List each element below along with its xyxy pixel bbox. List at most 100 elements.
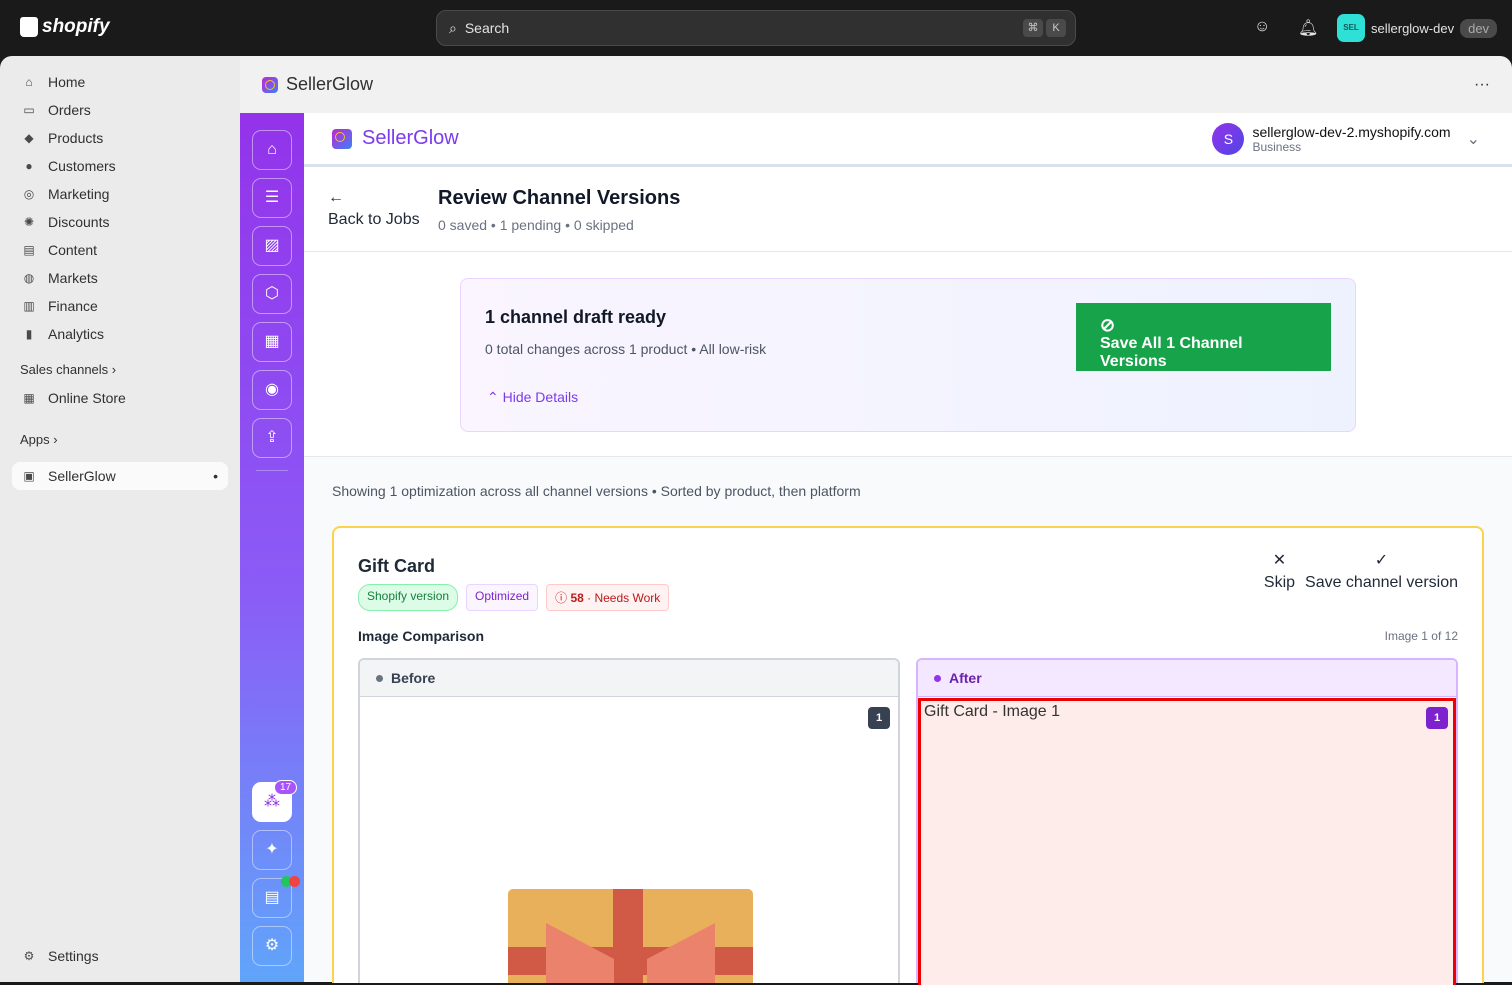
sidebar-item-products[interactable]: ◆ Products [0,124,240,152]
optimized-badge: Optimized [466,584,539,611]
status-dot-red [289,876,300,887]
chevron-down-icon: ⌄ [1466,131,1480,148]
store-icon: ▦ [23,391,35,405]
rail-upload-icon[interactable]: ⇪ [252,418,292,458]
rail-home-icon[interactable]: ⌂ [252,130,292,170]
arrow-left-icon: ← [328,189,344,206]
after-label: After [949,670,982,686]
label: Online Store [48,390,126,406]
search-placeholder: Search [464,20,510,36]
sidebar-item-content[interactable]: ▤ Content [0,236,240,264]
account-switcher[interactable]: S sellerglow-dev-2.myshopify.com Business… [1212,123,1480,155]
page-subtitle: 0 saved • 1 pending • 0 skipped [438,217,634,233]
sales-channels-link[interactable]: Sales channels › [20,362,117,377]
before-dot [376,674,383,682]
sidebar-item-marketing[interactable]: ◎ Marketing [0,180,240,208]
sidebar-item-analytics[interactable]: ▮ Analytics [0,320,240,348]
content-icon: ▤ [23,243,35,257]
after-image-alt: Gift Card - Image 1 [924,703,1061,720]
gear-icon: ⚙ [23,949,35,963]
shopify-version-badge: Shopify version [358,584,459,611]
app-title: SellerGlow [286,74,374,94]
shortcut-cmd: ⌘ [1023,19,1043,37]
globe-icon: ◍ [23,271,35,285]
app-main: SellerGlow ··· ⌂ ☰ ▨ ⬡ ▦ ◉ ⇪ ⁂ 17 ✦ ▤ ⚙ S… [240,56,1512,985]
store-switcher[interactable]: SEL sellerglow-dev dev [1337,14,1498,42]
hide-details-button[interactable]: ⌃ Hide Details [487,389,578,406]
label: Settings [48,948,99,964]
app-icon: ▣ [23,469,35,483]
shopify-bag-icon [20,17,38,37]
sales-channels-label: Sales channels [20,362,109,377]
sidebar-item-orders[interactable]: ▭ Orders [0,96,240,124]
after-image-broken: Gift Card - Image 1 [918,698,1456,985]
back-to-jobs-button[interactable]: ← Back to Jobs [328,187,420,231]
results-area: Showing 1 optimization across all channe… [304,456,1512,985]
sellerglow-logo-icon [332,128,352,149]
rail-badge: 17 [274,780,298,795]
sidebar-item-customers[interactable]: ● Customers [0,152,240,180]
save-all-button[interactable]: ⊘ Save All 1 Channel Versions [1076,303,1331,371]
rail-briefcase-icon[interactable]: ▤ [252,878,292,918]
label: Analytics [48,326,105,342]
app-rail: ⌂ ☰ ▨ ⬡ ▦ ◉ ⇪ ⁂ 17 ✦ ▤ ⚙ [240,113,304,982]
page-title: Review Channel Versions [438,187,681,209]
after-dot [934,674,941,682]
save-label: Save channel version [1305,574,1458,591]
sellerglow-logo-icon [262,76,278,93]
gift-card-image [508,889,753,983]
sidebar-item-markets[interactable]: ◍ Markets [0,264,240,292]
inbox-icon: ▭ [23,103,35,117]
app-header: SellerGlow S sellerglow-dev-2.myshopify.… [304,113,1512,167]
score-label: · Needs Work [587,591,661,605]
apps-link[interactable]: Apps › [20,432,58,447]
sidekick-icon[interactable]: ☺ [1254,18,1271,35]
score-value: 58 [570,591,584,605]
before-image-number: 1 [868,707,890,729]
label: Markets [48,270,98,286]
pin-dot: • [213,468,218,484]
app-content: SellerGlow S sellerglow-dev-2.myshopify.… [304,113,1512,985]
rail-camera-icon[interactable]: ◉ [252,370,292,410]
chevron-up-icon: ⌃ [487,389,499,405]
save-channel-version-button[interactable]: ✓ Save channel version [1305,550,1458,594]
product-card: Gift Card Shopify version Optimized ⓘ 58… [332,526,1484,985]
sidebar-item-online-store[interactable]: ▦ Online Store [0,384,240,412]
skip-label: Skip [1263,574,1296,591]
sidebar-item-home[interactable]: ⌂ Home [0,68,240,96]
rail-checklist-icon[interactable]: ☰ [252,178,292,218]
more-actions-button[interactable]: ··· [1474,75,1490,93]
shortcut-k: K [1046,19,1066,37]
hide-label: Hide Details [502,389,579,405]
sidebar-item-settings[interactable]: ⚙ Settings [0,942,99,970]
account-plan: Business [1252,140,1302,154]
status-dot-green [281,876,292,887]
save-all-label: Save All 1 Channel Versions [1100,335,1243,370]
apps-label: Apps [20,432,50,447]
label: Marketing [48,186,110,202]
label: Content [48,242,98,258]
rail-image-icon[interactable]: ▨ [252,226,292,266]
shopify-logo[interactable]: shopify [20,16,110,38]
score-badge: ⓘ 58 · Needs Work [546,584,670,611]
app-title-bar: SellerGlow ··· [240,56,1512,113]
sidebar-item-sellerglow[interactable]: ▣ SellerGlow • [12,462,228,490]
rail-sparkles-icon[interactable]: ✦ [252,830,292,870]
rail-settings-icon[interactable]: ⚙ [252,926,292,966]
store-avatar: SEL [1337,14,1365,42]
rail-calendar-icon[interactable]: ▦ [252,322,292,362]
rail-box-icon[interactable]: ⬡ [252,274,292,314]
bell-icon[interactable]: 🔔︎ [1298,20,1319,37]
admin-sidebar: ⌂ Home ▭ Orders ◆ Products ● Customers ◎ Marketin… [0,56,240,982]
tag-icon: ◆ [24,131,34,145]
sidebar-item-discounts[interactable]: ✺ Discounts [0,208,240,236]
search-input[interactable]: ⌕ Search ⌘ K [436,10,1076,46]
sidebar-item-finance[interactable]: ▥ Finance [0,292,240,320]
product-title: Gift Card [358,556,436,576]
check-icon: ✓ [1374,552,1389,569]
label: Finance [48,298,98,314]
image-index: Image 1 of 12 [1384,629,1458,643]
home-icon: ⌂ [25,75,33,89]
skip-button[interactable]: ✕ Skip [1264,550,1295,594]
discount-icon: ✺ [23,215,35,229]
